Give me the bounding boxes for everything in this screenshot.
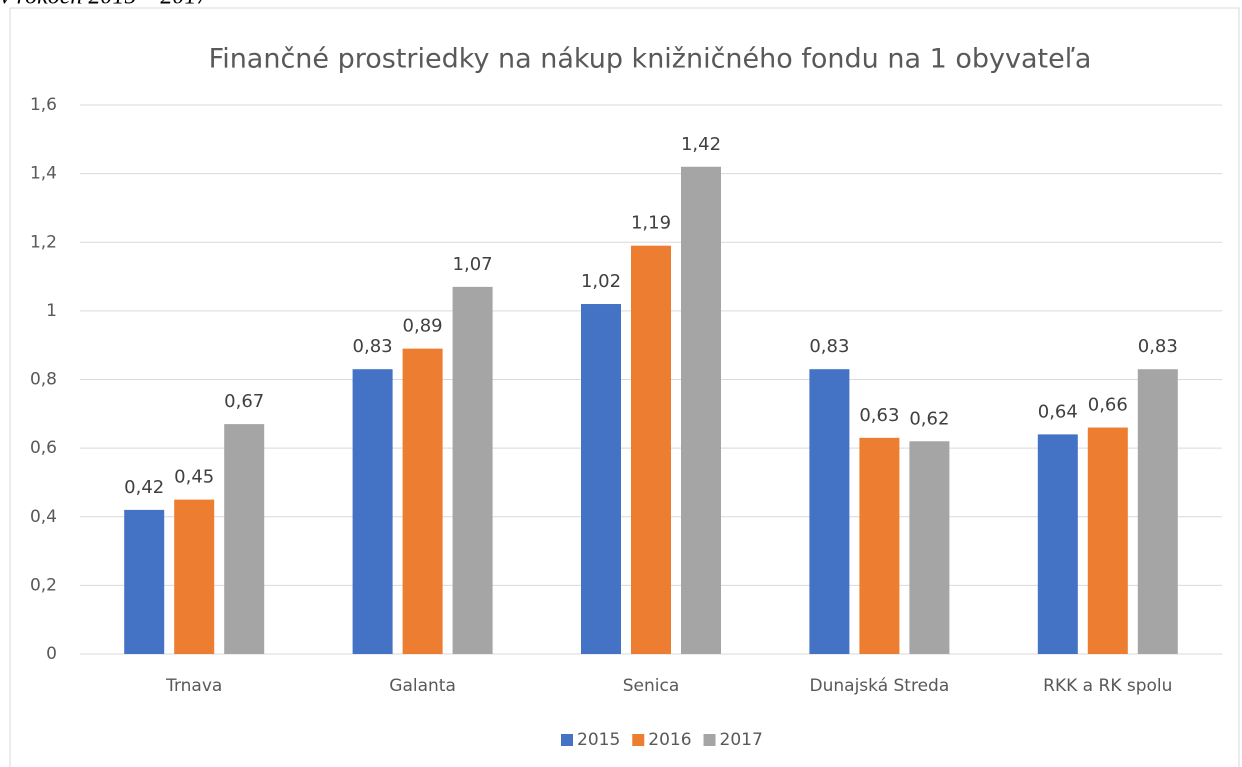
bar <box>909 441 950 654</box>
bar <box>352 369 393 654</box>
value-label: 0,45 <box>174 467 214 488</box>
x-tick-label: Senica <box>623 676 680 696</box>
value-label: 0,66 <box>1088 395 1128 416</box>
value-label: 0,42 <box>124 477 164 498</box>
value-label: 1,02 <box>581 271 621 292</box>
value-label: 1,07 <box>453 254 493 275</box>
x-tick-label: Galanta <box>389 676 456 696</box>
legend-swatch <box>561 734 573 746</box>
value-label: 0,83 <box>809 336 849 357</box>
caption: v rokoch 2015 – 2017 <box>0 0 209 10</box>
legend-label: 2015 <box>577 730 620 750</box>
bar <box>1137 369 1178 654</box>
chart-title: Finančné prostriedky na nákup knižničnéh… <box>209 44 1092 75</box>
bar <box>581 304 621 654</box>
value-label: 0,64 <box>1038 401 1078 422</box>
bar <box>124 509 165 654</box>
y-tick-label: 0 <box>46 644 57 664</box>
value-label: 0,83 <box>1138 336 1178 357</box>
x-tick-label: Trnava <box>165 676 222 696</box>
value-label: 0,67 <box>224 391 264 412</box>
bar <box>809 369 850 654</box>
legend-label: 2016 <box>648 730 691 750</box>
bar <box>631 245 671 654</box>
bar <box>402 348 443 654</box>
legend-swatch <box>632 734 645 746</box>
bar <box>1037 434 1078 654</box>
y-tick-label: 0,8 <box>30 370 57 390</box>
bar <box>224 424 265 654</box>
y-tick-label: 0,6 <box>30 438 57 458</box>
bar <box>452 286 493 654</box>
y-tick-label: 0,4 <box>30 507 57 527</box>
y-tick-label: 1,4 <box>30 164 57 184</box>
x-tick-label: Dunajská Streda <box>810 676 950 696</box>
value-label: 1,42 <box>681 134 721 155</box>
bar <box>174 499 215 654</box>
legend-label: 2017 <box>720 730 763 750</box>
bar <box>859 437 900 654</box>
bar <box>681 166 721 654</box>
y-tick-label: 1,6 <box>30 95 57 115</box>
y-tick-label: 0,2 <box>30 575 57 595</box>
value-label: 0,62 <box>909 408 949 429</box>
y-tick-label: 1 <box>46 301 57 321</box>
value-label: 0,89 <box>403 316 443 337</box>
value-label: 1,19 <box>631 213 671 234</box>
bar <box>1087 427 1128 654</box>
value-label: 0,63 <box>859 405 899 426</box>
y-tick-label: 1,2 <box>30 232 57 252</box>
chart-frame <box>9 7 1240 767</box>
value-label: 0,83 <box>353 336 393 357</box>
legend-swatch <box>703 734 716 746</box>
x-tick-label: RKK a RK spolu <box>1043 676 1172 696</box>
